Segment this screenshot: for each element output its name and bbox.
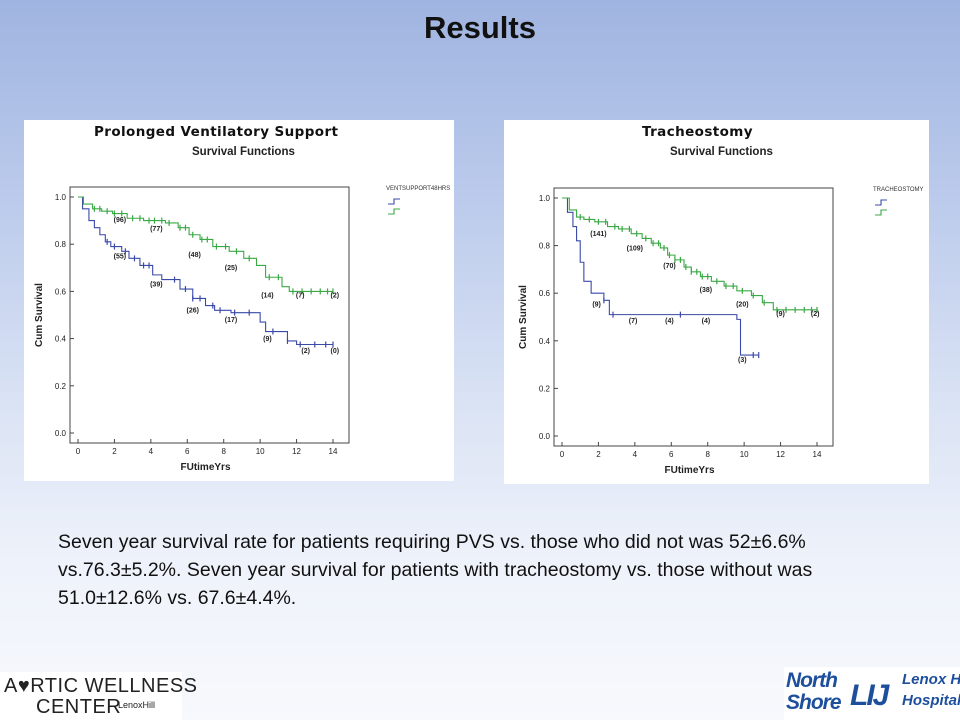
at-risk-label: (7) [629,318,638,325]
x-tick-label: 8 [705,450,710,459]
chart-title: Survival Functions [670,146,773,158]
y-tick-label: 1.0 [539,194,551,203]
x-tick-label: 6 [185,447,190,456]
y-axis-label: Cum Survival [518,285,529,349]
at-risk-label: (96) [114,217,126,224]
series-0: (9) (7) (4) (4) (3) [562,197,760,364]
logo-text-lenox-hill: Lenox Hill [902,671,960,688]
at-risk-label: (9) [263,336,272,343]
x-tick-label: 10 [256,447,265,456]
at-risk-label: (25) [225,265,237,272]
x-axis-label: FUtimeYrs [180,462,230,473]
page-title: Results [424,10,536,45]
logo-text-hospital: Hospital [902,692,960,709]
chart-heading: Prolonged Ventilatory Support [94,124,339,140]
chart-panel-prolonged-ventilatory-support: 0.0 0.2 0.4 0.6 0.8 1.0 0 2 4 6 8 10 12 14 FUtimeYrs Cu… [24,120,454,481]
x-tick-label: 4 [149,447,154,456]
x-tick-label: 10 [740,450,749,459]
y-tick-label: 0.6 [55,287,67,296]
at-risk-label: (2) [331,292,340,299]
y-tick-label: 0.0 [539,432,551,441]
y-tick-label: 0.2 [539,384,551,393]
legend-title: VENTSUPPORT48HRS [386,186,450,192]
x-tick-label: 2 [596,450,601,459]
at-risk-label: (9) [592,301,601,308]
at-risk-label: (109) [627,245,643,252]
at-risk-label: (141) [590,231,606,238]
y-tick-label: 0.4 [539,337,551,346]
series-1: (141) (109) (70) (38) (20) (9) (2) [562,197,820,318]
survival-curve [78,196,333,346]
logo-mark-lij: LIJ [850,679,889,712]
at-risk-label: (77) [150,226,162,233]
at-risk-label: (2) [811,311,820,318]
x-tick-label: 8 [221,447,226,456]
legend-swatch [388,198,400,205]
at-risk-label: (55) [114,253,126,260]
x-tick-label: 0 [560,450,565,459]
x-tick-label: 2 [112,447,117,456]
y-tick-label: 0.8 [55,240,67,249]
at-risk-label: (9) [776,311,785,318]
at-risk-label: (48) [188,252,200,259]
y-axis-label: Cum Survival [34,283,45,347]
logo-text-line2: CENTER [36,696,122,718]
x-tick-label: 4 [633,450,638,459]
logo-text-north: North [786,669,838,692]
series-0: (55) (39) (26) (17) (9) (2) (0) [78,196,340,355]
chart-title: Survival Functions [192,146,295,158]
survival-curve [78,196,333,292]
legend-title: TRACHEOSTOMY [873,187,924,193]
at-risk-label: (17) [225,317,237,324]
at-risk-label: (70) [663,263,675,270]
legend-swatch [388,208,400,215]
at-risk-label: (38) [700,287,712,294]
at-risk-label: (14) [261,292,273,299]
series-1: (96) (77) (48) (25) (14) (7) (2) [78,196,340,299]
plot-frame [69,186,350,444]
logo-text-line3: LenoxHill [118,700,156,710]
logo-text-line1: A♥RTIC WELLNESS [4,675,198,697]
x-tick-label: 12 [292,447,301,456]
at-risk-label: (20) [736,301,748,308]
survival-curve [562,197,759,356]
x-tick-label: 12 [776,450,785,459]
at-risk-label: (4) [665,318,674,325]
at-risk-label: (0) [331,348,340,355]
y-tick-label: 0.0 [55,429,67,438]
at-risk-label: (4) [702,318,711,325]
at-risk-label: (39) [150,282,162,289]
at-risk-label: (7) [296,292,305,299]
at-risk-label: (3) [738,357,747,364]
x-tick-label: 0 [76,447,81,456]
aortic-wellness-center-logo: A♥RTIC WELLNESS CENTER LenoxHill [0,672,197,720]
x-axis-label: FUtimeYrs [664,465,714,476]
results-summary-text: Seven year survival rate for patients re… [58,531,813,609]
at-risk-label: (2) [301,348,310,355]
at-risk-label: (26) [187,308,199,315]
y-tick-label: 0.4 [55,335,67,344]
legend-swatch [875,209,887,216]
legend-swatch [875,199,887,206]
survival-chart-pvs: 0.0 0.2 0.4 0.6 0.8 1.0 0 2 4 6 8 10 12 14 FUtimeYrs Cu… [34,186,450,473]
x-tick-label: 6 [669,450,674,459]
y-tick-label: 1.0 [55,193,67,202]
logo-text-shore: Shore [786,691,842,714]
chart-panel-tracheostomy: 0.0 0.2 0.4 0.6 0.8 1.0 0 2 4 6 8 10 12 14 FUtimeYrs Cu… [504,120,929,484]
plot-frame [553,187,834,447]
y-tick-label: 0.6 [539,289,551,298]
x-tick-label: 14 [813,450,822,459]
survival-curve [562,197,817,311]
x-tick-label: 14 [329,447,338,456]
north-shore-lij-logo: North Shore LIJ Lenox Hill Hospital [784,667,960,720]
y-tick-label: 0.2 [55,382,67,391]
y-tick-label: 0.8 [539,242,551,251]
chart-heading: Tracheostomy [642,124,753,140]
survival-chart-tracheostomy: 0.0 0.2 0.4 0.6 0.8 1.0 0 2 4 6 8 10 12 14 FUtimeYrs Cu… [518,187,924,476]
